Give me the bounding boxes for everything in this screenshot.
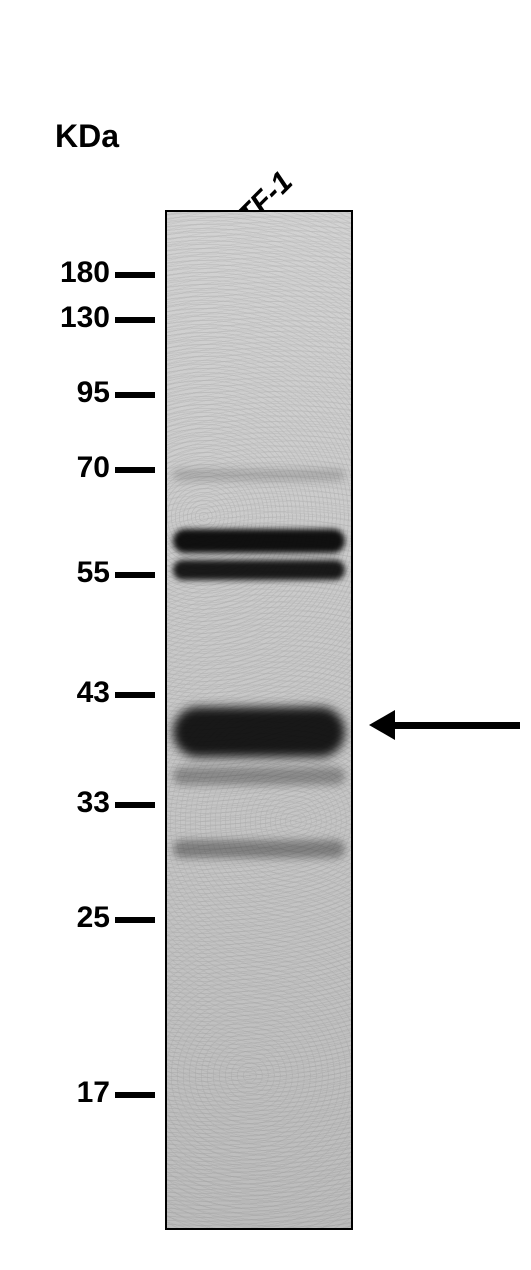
unit-label: KDa [55, 118, 119, 155]
mw-marker-tick [115, 692, 155, 698]
mw-marker-label: 70 [77, 451, 110, 485]
mw-marker-label: 25 [77, 901, 110, 935]
mw-marker-tick [115, 392, 155, 398]
protein-band [173, 469, 345, 481]
western-blot-figure: KDa TF-1 18013095705543332517 [0, 0, 531, 1270]
mw-marker-tick [115, 467, 155, 473]
mw-marker-label: 55 [77, 556, 110, 590]
protein-band [173, 707, 345, 757]
mw-marker-tick [115, 572, 155, 578]
mw-marker-label: 130 [60, 301, 110, 335]
protein-band [173, 560, 345, 580]
protein-band [173, 840, 345, 858]
mw-marker-tick [115, 1092, 155, 1098]
mw-marker-label: 17 [77, 1076, 110, 1110]
lane-box [165, 210, 353, 1230]
mw-marker-tick [115, 272, 155, 278]
protein-band [173, 529, 345, 553]
target-arrow-head [369, 710, 395, 740]
target-arrow-line [395, 722, 520, 729]
mw-marker-label: 95 [77, 376, 110, 410]
protein-band [173, 767, 345, 785]
mw-marker-tick [115, 317, 155, 323]
mw-marker-tick [115, 802, 155, 808]
mw-marker-label: 180 [60, 256, 110, 290]
mw-marker-label: 43 [77, 676, 110, 710]
mw-marker-tick [115, 917, 155, 923]
mw-marker-label: 33 [77, 786, 110, 820]
